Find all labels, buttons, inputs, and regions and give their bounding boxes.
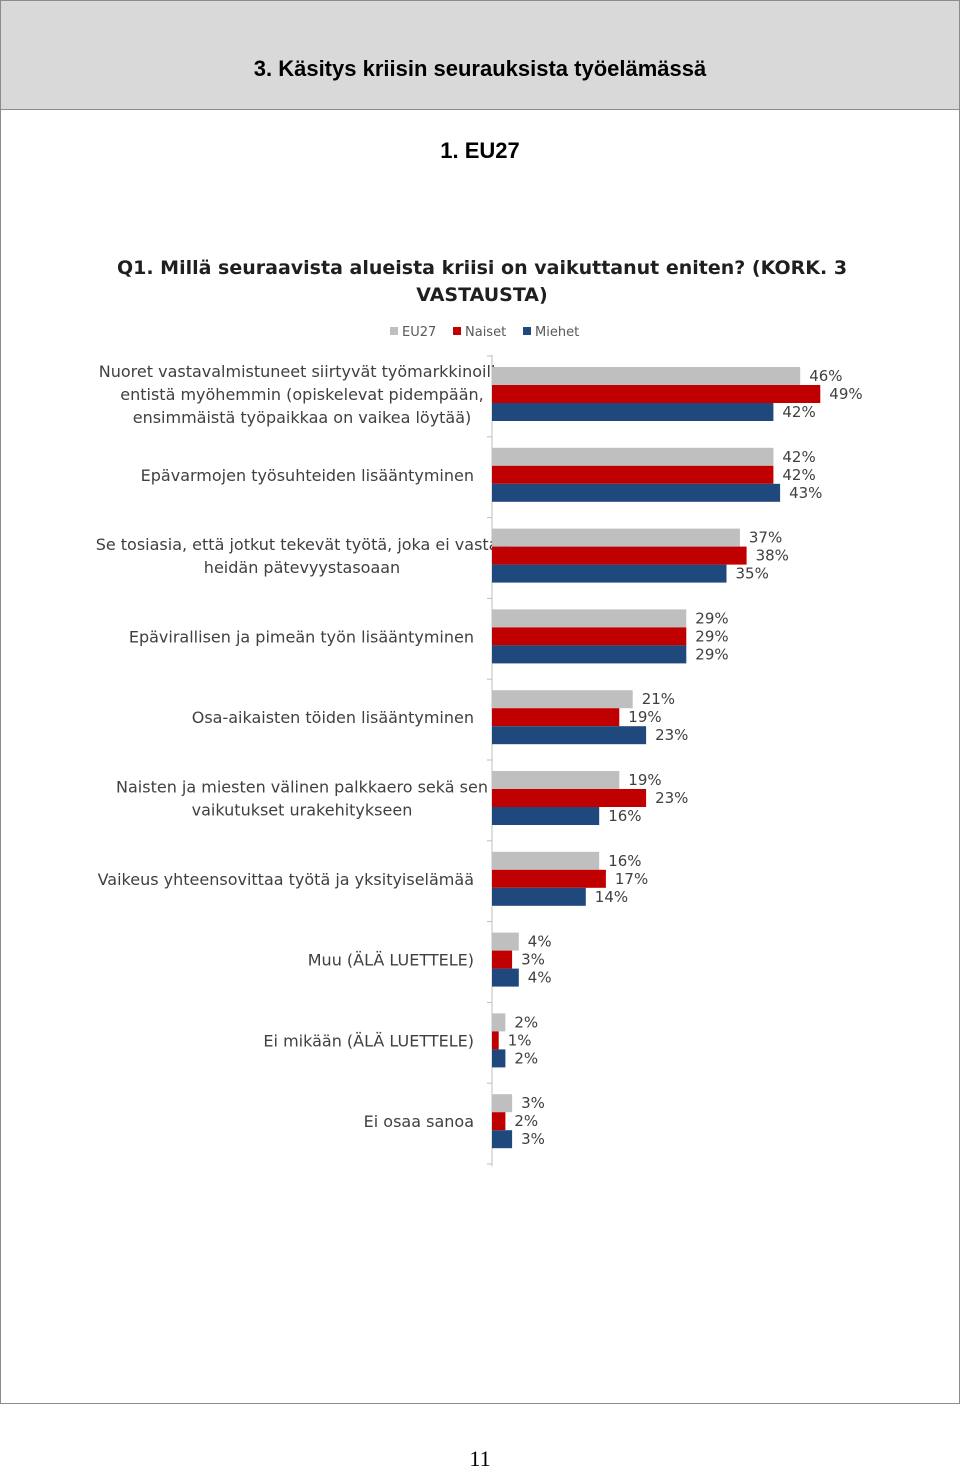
bar-naiset	[492, 1112, 506, 1131]
bar-naiset	[492, 869, 606, 888]
data-label: 43%	[789, 484, 822, 502]
subsection-title: 1. EU27	[440, 138, 520, 163]
bar-eu27	[492, 771, 620, 789]
bar-naiset	[492, 789, 647, 807]
data-label: 23%	[655, 726, 688, 744]
data-label: 23%	[655, 789, 688, 807]
category-label: heidän pätevyystasoaan	[204, 558, 400, 577]
bar-eu27	[492, 851, 600, 870]
data-label: 3%	[521, 1130, 545, 1148]
bar-eu27	[492, 367, 801, 385]
legend-label-eu27: EU27	[402, 325, 436, 340]
section-title: 3. Käsitys kriisin seurauksista työelämä…	[253, 56, 707, 81]
data-label: 4%	[528, 969, 552, 987]
bar-eu27	[492, 528, 740, 547]
category-label: Epävirallisen ja pimeän työn lisääntymin…	[129, 627, 474, 646]
data-label: 3%	[521, 951, 545, 969]
data-label: 38%	[756, 547, 789, 565]
category-label: Nuoret vastavalmistuneet siirtyvät työma…	[99, 362, 505, 381]
bar-eu27	[492, 690, 633, 709]
page-frame	[0, 0, 960, 1404]
bar-eu27	[492, 447, 774, 466]
bar-naiset	[492, 385, 821, 403]
data-label: 42%	[782, 403, 815, 421]
bar-miehet	[492, 726, 647, 745]
bar-naiset	[492, 465, 774, 484]
category-label: Se tosiasia, että jotkut tekevät työtä, …	[96, 535, 509, 554]
category-label: ensimmäistä työpaikkaa on vaikea löytää)	[133, 408, 472, 427]
data-label: 14%	[595, 888, 628, 906]
bar-miehet	[492, 1130, 513, 1149]
bar-miehet	[492, 483, 781, 502]
bar-eu27	[492, 1094, 513, 1113]
data-label: 16%	[608, 852, 641, 870]
legend-swatch-eu27	[390, 327, 398, 335]
data-label: 2%	[514, 1112, 538, 1130]
bar-miehet	[492, 807, 600, 825]
data-label: 21%	[642, 690, 675, 708]
data-label: 29%	[695, 645, 728, 663]
bar-miehet	[492, 564, 727, 583]
category-label: Naisten ja miesten välinen palkkaero sek…	[116, 778, 488, 797]
bar-naiset	[492, 708, 620, 727]
bar-miehet	[492, 1049, 506, 1068]
data-label: 2%	[514, 1049, 538, 1067]
data-label: 3%	[521, 1094, 545, 1112]
bar-miehet	[492, 968, 519, 987]
legend-swatch-miehet	[523, 327, 531, 335]
category-label: vaikutukset urakehitykseen	[192, 801, 413, 820]
chart-title: Q1. Millä seuraavista alueista kriisi on…	[117, 257, 847, 279]
bar-eu27	[492, 932, 519, 951]
section-header	[1, 1, 959, 110]
category-label: entistä myöhemmin (opiskelevat pidempään…	[120, 385, 483, 404]
data-label: 1%	[508, 1031, 532, 1049]
legend-swatch-naiset	[453, 327, 461, 335]
data-label: 29%	[695, 627, 728, 645]
data-label: 35%	[736, 565, 769, 583]
bar-eu27	[492, 1013, 506, 1032]
data-label: 16%	[608, 807, 641, 825]
chart-area: Q1. Millä seuraavista alueista kriisi on…	[24, 240, 936, 1290]
data-label: 19%	[628, 708, 661, 726]
bar-naiset	[492, 950, 513, 969]
bar-chart: Q1. Millä seuraavista alueista kriisi on…	[96, 257, 863, 1167]
data-label: 17%	[615, 870, 648, 888]
data-label: 19%	[628, 771, 661, 789]
legend-label-miehet: Miehet	[535, 325, 579, 340]
bar-eu27	[492, 609, 687, 628]
bar-naiset	[492, 627, 687, 646]
category-label: Vaikeus yhteensovittaa työtä ja yksityis…	[98, 870, 474, 889]
category-label: Epävarmojen työsuhteiden lisääntyminen	[141, 466, 474, 485]
data-label: 46%	[809, 367, 842, 385]
category-label: Osa-aikaisten töiden lisääntyminen	[192, 708, 474, 727]
data-label: 4%	[528, 933, 552, 951]
category-label: Muu (ÄLÄ LUETTELE)	[308, 951, 474, 970]
data-label: 29%	[695, 609, 728, 627]
page-number: 11	[469, 1446, 491, 1471]
bar-miehet	[492, 645, 687, 664]
legend-label-naiset: Naiset	[465, 325, 506, 340]
category-label: Ei osaa sanoa	[364, 1112, 474, 1131]
data-label: 2%	[514, 1013, 538, 1031]
bar-naiset	[492, 1031, 499, 1050]
bar-naiset	[492, 546, 747, 565]
data-label: 42%	[782, 466, 815, 484]
chart-title: VASTAUSTA)	[416, 284, 547, 306]
data-label: 42%	[782, 448, 815, 466]
category-label: Ei mikään (ÄLÄ LUETTELE)	[263, 1031, 474, 1050]
data-label: 37%	[749, 529, 782, 547]
data-label: 49%	[829, 385, 862, 403]
bar-miehet	[492, 403, 774, 421]
bar-miehet	[492, 887, 586, 906]
